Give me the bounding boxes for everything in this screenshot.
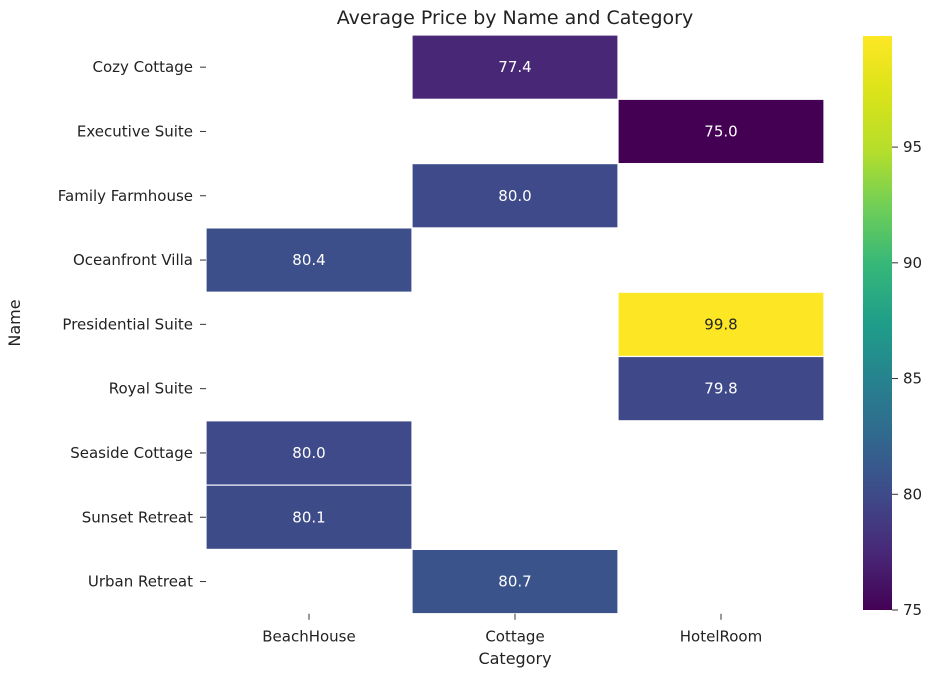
- heatmap-cell: [411, 163, 619, 229]
- x-tick-label: BeachHouse: [262, 628, 355, 646]
- y-tick-label: Seaside Cottage: [70, 444, 193, 462]
- x-tick-label: Cottage: [485, 628, 544, 646]
- y-tick-label: Presidential Suite: [62, 315, 193, 333]
- y-tick-label: Sunset Retreat: [82, 508, 193, 526]
- colorbar-tick-label: 80: [903, 485, 922, 503]
- y-tick-label: Executive Suite: [77, 122, 193, 140]
- colorbar-tick-label: 95: [903, 138, 922, 156]
- cell-value-label: 80.0: [498, 187, 531, 205]
- y-axis-ticks: Cozy Cottage Executive Suite Family Farmho…: [58, 58, 206, 591]
- cell-value-label: 99.8: [704, 315, 737, 333]
- colorbar-tick-label: 90: [903, 254, 922, 272]
- cell-value-label: 80.1: [292, 508, 325, 526]
- y-axis-title: Name: [5, 299, 24, 346]
- cell-value-label: 75.0: [704, 122, 737, 140]
- colorbar: [863, 36, 892, 610]
- heatmap-cells: 77.4 75.0 80.0 80.4 99.8 79.8 80.0 80.1 80.7: [205, 34, 825, 615]
- cell-value-label: 80.0: [292, 444, 325, 462]
- y-tick-label: Oceanfront Villa: [73, 251, 193, 269]
- x-axis-title: Category: [478, 649, 551, 668]
- cell-value-label: 77.4: [498, 58, 531, 76]
- heatmap-cell: [617, 355, 825, 422]
- heatmap-cell: [617, 98, 825, 165]
- cell-value-label: 80.7: [498, 573, 531, 591]
- chart-title: Average Price by Name and Category: [337, 7, 693, 29]
- heatmap-cell: [617, 291, 825, 358]
- y-tick-label: Royal Suite: [109, 380, 193, 398]
- cell-value-label: 79.8: [704, 380, 737, 398]
- cell-value-label: 80.4: [292, 251, 325, 269]
- y-tick-label: Urban Retreat: [88, 573, 193, 591]
- x-axis-ticks: BeachHouse Cottage HotelRoom: [262, 613, 762, 646]
- x-tick-label: HotelRoom: [680, 628, 762, 646]
- heatmap-cell: [205, 227, 413, 293]
- colorbar-tick-label: 85: [903, 370, 922, 388]
- y-tick-label: Cozy Cottage: [92, 58, 193, 76]
- colorbar-tick-label: 75: [903, 601, 922, 619]
- y-tick-label: Family Farmhouse: [58, 187, 193, 205]
- colorbar-ticks: 75 80 85 90 95: [892, 138, 922, 619]
- heatmap-cell: [411, 34, 619, 100]
